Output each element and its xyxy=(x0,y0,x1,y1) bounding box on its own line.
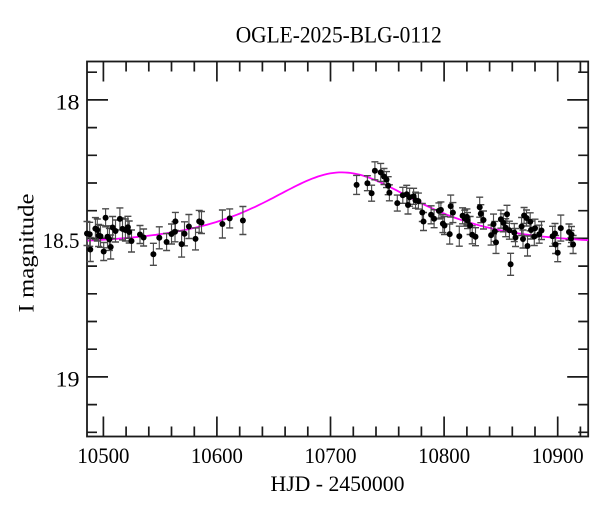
svg-text:10600: 10600 xyxy=(191,443,243,468)
svg-text:19: 19 xyxy=(56,366,80,391)
svg-text:10500: 10500 xyxy=(77,443,129,468)
svg-text:10800: 10800 xyxy=(418,443,470,468)
svg-text:18.5: 18.5 xyxy=(43,228,80,253)
svg-text:OGLE-2025-BLG-0112: OGLE-2025-BLG-0112 xyxy=(236,22,442,48)
svg-text:10700: 10700 xyxy=(305,443,357,468)
svg-text:18: 18 xyxy=(56,89,80,114)
svg-text:HJD - 2450000: HJD - 2450000 xyxy=(271,471,405,496)
svg-text:10900: 10900 xyxy=(532,443,584,468)
svg-text:I magnitude: I magnitude xyxy=(14,194,39,313)
